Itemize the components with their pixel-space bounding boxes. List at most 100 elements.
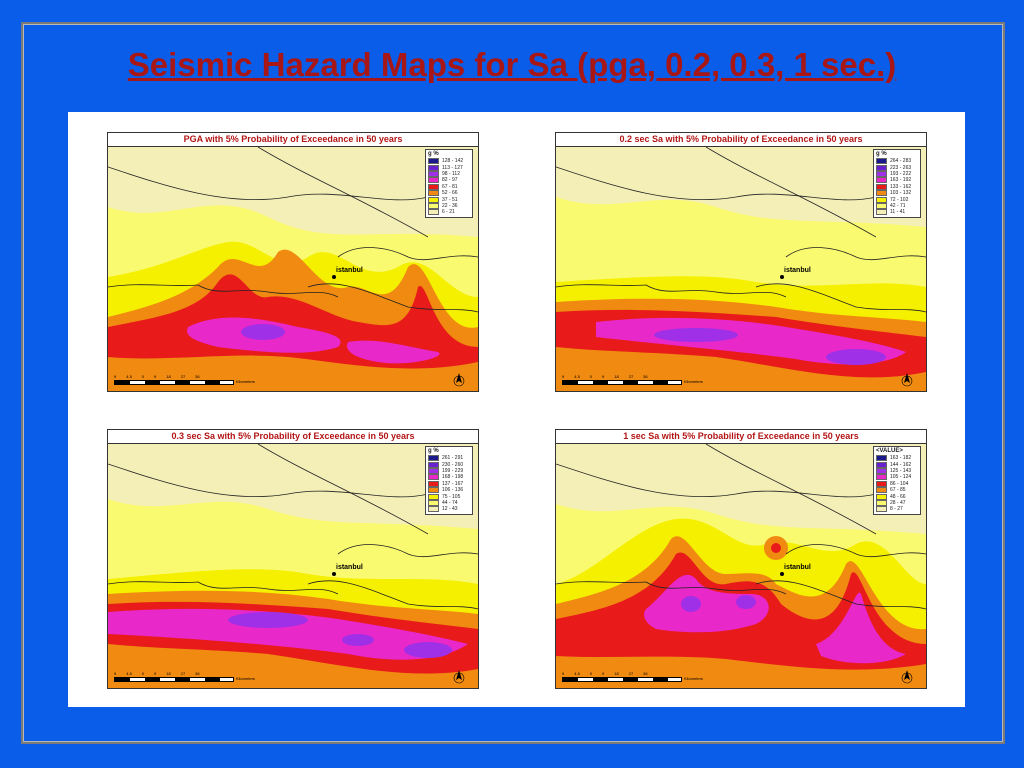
legend-swatch xyxy=(876,480,887,487)
legend-swatch xyxy=(876,487,887,494)
legend-label: 98 - 112 xyxy=(442,170,460,177)
legend-swatch xyxy=(876,164,887,171)
city-label: istanbul xyxy=(336,564,363,571)
legend-swatch xyxy=(876,202,887,209)
north-arrow-icon xyxy=(901,670,913,684)
legend-label: 52 - 66 xyxy=(442,190,458,197)
scale-unit: Kilometers xyxy=(236,379,255,384)
legend-label: 199 - 229 xyxy=(442,467,464,474)
scale-tick: 9 xyxy=(114,374,117,379)
legend-swatch xyxy=(876,467,887,474)
scale-tick: 27 xyxy=(180,374,186,379)
legend-entry: 106 - 136 xyxy=(428,487,470,494)
legend-label: 128 - 142 xyxy=(442,158,464,165)
scale-unit: Kilometers xyxy=(684,379,703,384)
scale-tick: 0 xyxy=(589,374,593,379)
legend-entry: 128 - 142 xyxy=(428,158,470,165)
legend-title: <VALUE> xyxy=(876,448,903,454)
city-marker xyxy=(780,572,784,576)
map-legend: g % 128 - 142 113 - 127 98 - 112 82 - 97 67 … xyxy=(425,149,473,218)
legend-entry: 168 - 198 xyxy=(428,474,470,481)
legend-entry: 199 - 229 xyxy=(428,467,470,474)
legend-swatch xyxy=(876,158,887,165)
scale-tick: 9 xyxy=(114,671,117,676)
city-label: istanbul xyxy=(784,267,811,274)
legend-label: 6 - 21 xyxy=(442,209,455,216)
map-legend: g % 261 - 291 230 - 260 199 - 229 168 - 198… xyxy=(425,446,473,515)
legend-label: 48 - 66 xyxy=(890,493,906,500)
legend-swatch xyxy=(428,183,439,190)
scale-tick: 27 xyxy=(628,671,634,676)
legend-label: 42 - 71 xyxy=(890,202,906,209)
legend-entry: 67 - 81 xyxy=(428,183,470,190)
north-arrow-icon xyxy=(901,373,913,387)
legend-entry: 105 - 124 xyxy=(876,474,918,481)
scale-tick: 36 xyxy=(195,671,200,676)
legend-label: 144 - 162 xyxy=(890,461,912,468)
legend-label: 28 - 47 xyxy=(890,499,906,506)
legend-swatch xyxy=(876,506,887,513)
scale-ticks: 9 4.5 0 9 18 27 36 xyxy=(114,671,234,676)
legend-swatch xyxy=(876,196,887,203)
legend-entry: 72 - 102 xyxy=(876,196,918,203)
scale-tick: 18 xyxy=(166,374,171,379)
legend-swatch xyxy=(876,183,887,190)
scale-tick: 0 xyxy=(141,374,145,379)
city-marker xyxy=(780,275,784,279)
legend-rows: 163 - 182 144 - 162 125 - 143 105 - 124 86 -… xyxy=(876,455,918,513)
legend-entry: 42 - 71 xyxy=(876,202,918,209)
legend-swatch xyxy=(428,177,439,184)
legend-swatch xyxy=(876,499,887,506)
scale-unit: Kilometers xyxy=(684,676,703,681)
scale-bar: 9 4.5 0 9 18 27 36 Kilometers xyxy=(114,374,255,385)
legend-label: 67 - 85 xyxy=(890,487,906,494)
legend-entry: 230 - 260 xyxy=(428,461,470,468)
legend-entry: 193 - 222 xyxy=(876,170,918,177)
scale-bar: 9 4.5 0 9 18 27 36 Kilometers xyxy=(562,374,703,385)
scale-tick: 9 xyxy=(154,671,157,676)
legend-label: 125 - 143 xyxy=(890,467,912,474)
legend-entry: 75 - 105 xyxy=(428,493,470,500)
scale-tick: 9 xyxy=(562,374,565,379)
legend-label: 44 - 74 xyxy=(442,499,458,506)
legend-entry: 223 - 263 xyxy=(876,164,918,171)
map-0-3-sec: 0.3 sec Sa with 5% Probability of Exceed… xyxy=(107,429,479,689)
legend-swatch xyxy=(428,493,439,500)
legend-rows: 128 - 142 113 - 127 98 - 112 82 - 97 67 - 81… xyxy=(428,158,470,216)
legend-rows: 261 - 291 230 - 260 199 - 229 168 - 198 137 … xyxy=(428,455,470,513)
scale-tick: 27 xyxy=(628,374,634,379)
legend-entry: 44 - 74 xyxy=(428,499,470,506)
legend-label: 163 - 182 xyxy=(890,455,912,462)
legend-entry: 11 - 41 xyxy=(876,209,918,216)
map-title: 0.2 sec Sa with 5% Probability of Exceed… xyxy=(556,133,926,147)
legend-label: 264 - 283 xyxy=(890,158,912,165)
legend-label: 106 - 136 xyxy=(442,487,464,494)
legend-entry: 37 - 51 xyxy=(428,196,470,203)
legend-swatch xyxy=(876,177,887,184)
legend-swatch xyxy=(876,493,887,500)
scale-tick: 0 xyxy=(589,671,593,676)
legend-label: 8 - 27 xyxy=(890,506,903,513)
legend-label: 261 - 291 xyxy=(442,455,464,462)
legend-swatch xyxy=(428,487,439,494)
legend-title: g % xyxy=(428,151,439,157)
legend-swatch xyxy=(428,467,439,474)
legend-swatch xyxy=(876,170,887,177)
hazard-contours xyxy=(556,444,926,688)
legend-swatch xyxy=(428,474,439,481)
legend-swatch xyxy=(428,480,439,487)
legend-label: 137 - 167 xyxy=(442,480,464,487)
map-1-sec: 1 sec Sa with 5% Probability of Exceedan… xyxy=(555,429,927,689)
north-arrow-icon xyxy=(453,373,465,387)
legend-swatch xyxy=(428,158,439,165)
legend-label: 75 - 105 xyxy=(442,493,461,500)
legend-label: 86 - 104 xyxy=(890,480,909,487)
legend-entry: 133 - 162 xyxy=(876,183,918,190)
legend-swatch xyxy=(428,461,439,468)
scale-tick: 9 xyxy=(154,374,157,379)
legend-label: 11 - 41 xyxy=(890,209,906,216)
legend-entry: 86 - 104 xyxy=(876,480,918,487)
legend-entry: 12 - 43 xyxy=(428,506,470,513)
scale-tick: 4.5 xyxy=(574,671,580,676)
legend-swatch xyxy=(876,190,887,197)
